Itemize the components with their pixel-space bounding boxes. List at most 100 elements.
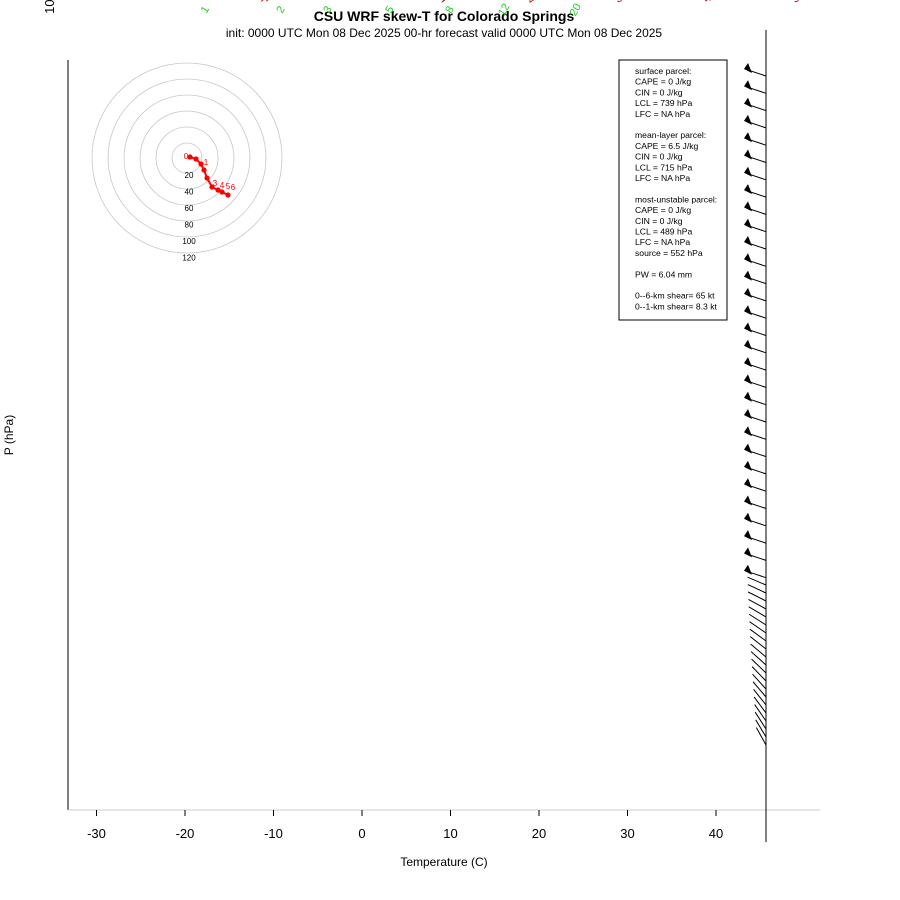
wind-barb-flag bbox=[744, 253, 752, 264]
hodograph-ring-label: 120 bbox=[182, 254, 196, 263]
wind-barb-flag bbox=[744, 218, 752, 229]
dry-adiabat-label: 30 bbox=[612, 0, 631, 6]
isotherm bbox=[528, 0, 900, 13]
wind-barb-flag bbox=[744, 166, 752, 177]
hodograph-point-label: 0 bbox=[184, 152, 189, 161]
wind-barb bbox=[750, 643, 767, 658]
hodograph-point-label: 3 bbox=[213, 179, 218, 188]
hodograph-point bbox=[219, 189, 225, 195]
hodograph-point bbox=[193, 156, 199, 162]
isotherm bbox=[882, 0, 900, 13]
mixing-ratio-label: 3 bbox=[321, 4, 334, 15]
wind-barb-flag bbox=[744, 409, 752, 419]
mixing-ratio-label: 1 bbox=[199, 4, 212, 15]
info-line: 0--6-km shear= 65 kt bbox=[635, 291, 715, 301]
wind-barb-flag bbox=[744, 512, 752, 523]
hodograph-point-label: 4 bbox=[220, 181, 225, 190]
hodograph-ring-label: 100 bbox=[182, 237, 196, 246]
wind-barb bbox=[750, 651, 767, 666]
dry-adiabat-label: 10 bbox=[435, 0, 454, 6]
wind-barb bbox=[752, 673, 767, 690]
wind-barb bbox=[749, 636, 767, 650]
wind-barb-flag bbox=[744, 495, 752, 506]
info-line: CAPE = 0 J/kg bbox=[635, 205, 691, 215]
wind-barb-flag bbox=[744, 322, 752, 333]
wind-barb-flag bbox=[744, 357, 752, 368]
isotherm bbox=[705, 0, 900, 13]
isotherm bbox=[0, 0, 73, 13]
info-line: 0--1-km shear= 8.3 kt bbox=[635, 301, 718, 311]
info-panel-box bbox=[618, 59, 728, 321]
hodograph-ring-label: 20 bbox=[185, 171, 194, 180]
x-axis-label: Temperature (C) bbox=[400, 855, 487, 869]
info-line: LCL = 739 hPa bbox=[635, 98, 692, 108]
wind-barb-flag bbox=[744, 80, 752, 91]
x-tick-label: -30 bbox=[87, 826, 106, 841]
chart-title: CSU WRF skew-T for Colorado Springs bbox=[314, 8, 575, 24]
hodograph-point bbox=[201, 167, 207, 173]
hodograph-ring bbox=[155, 126, 219, 190]
wind-barb bbox=[748, 606, 767, 618]
mixing-ratio-line bbox=[577, 0, 654, 13]
hodograph-ring-label: 60 bbox=[185, 204, 194, 213]
wind-barb-flag bbox=[744, 149, 752, 160]
hodograph-point bbox=[225, 192, 231, 198]
info-line: CIN = 0 J/kg bbox=[635, 87, 683, 97]
wind-barb bbox=[753, 696, 767, 714]
wind-barb bbox=[752, 681, 767, 698]
hodograph-ring bbox=[123, 94, 251, 222]
wind-barb-flag bbox=[744, 236, 752, 246]
dry-adiabat bbox=[0, 0, 206, 13]
hodograph-point bbox=[209, 184, 215, 190]
hodograph-point-label: 6 bbox=[231, 183, 236, 192]
x-tick-label: 30 bbox=[620, 826, 634, 841]
wind-barb bbox=[748, 613, 767, 626]
info-line: PW = 6.04 mm bbox=[635, 269, 692, 279]
wind-barb-flag bbox=[744, 201, 752, 212]
hodograph-point bbox=[198, 161, 204, 167]
hodograph-ring bbox=[171, 142, 203, 174]
wind-barb-flag bbox=[744, 305, 752, 316]
x-tick-label: 0 bbox=[358, 826, 365, 841]
wind-barb-flag bbox=[744, 63, 752, 73]
wind-barb-flag bbox=[744, 564, 752, 575]
info-line: most-unstable parcel: bbox=[635, 194, 717, 204]
hodograph-point bbox=[215, 187, 221, 193]
mixing-ratio-label: 8 bbox=[443, 4, 456, 15]
wind-barb bbox=[749, 621, 767, 634]
y-axis-label: P (hPa) bbox=[2, 415, 16, 455]
isotherm bbox=[0, 0, 161, 13]
wind-barbs bbox=[744, 30, 767, 842]
wind-barb-flag bbox=[744, 530, 752, 541]
hodograph-ring-label: 40 bbox=[185, 188, 194, 197]
hodograph-ring bbox=[139, 110, 235, 206]
hodograph-ring bbox=[107, 78, 267, 238]
info-line: mean-layer parcel: bbox=[635, 130, 706, 140]
isotherm bbox=[617, 0, 900, 13]
wind-barb-flag bbox=[744, 426, 752, 437]
info-line: surface parcel: bbox=[635, 66, 691, 76]
mixing-ratio-label: 5 bbox=[383, 4, 396, 15]
hodograph-point bbox=[204, 175, 210, 181]
wind-barb-flag bbox=[744, 374, 752, 385]
info-line: LCL = 715 hPa bbox=[635, 162, 692, 172]
hodograph-point-label: 5 bbox=[226, 182, 231, 191]
wind-barb-flag bbox=[744, 184, 752, 195]
dry-adiabat-label: 50 bbox=[789, 0, 808, 6]
wind-barb bbox=[749, 628, 767, 642]
wind-barb-flag bbox=[744, 478, 752, 489]
y-tick-label: 1000 bbox=[42, 0, 57, 14]
wind-barb bbox=[755, 719, 767, 738]
x-tick-label: 10 bbox=[443, 826, 457, 841]
wind-barb bbox=[754, 711, 767, 730]
hodograph-point bbox=[187, 154, 193, 160]
wind-barb-flag bbox=[744, 132, 752, 143]
info-line: CAPE = 0 J/kg bbox=[635, 77, 691, 87]
chart-subtitle: init: 0000 UTC Mon 08 Dec 2025 00-hr for… bbox=[226, 26, 663, 40]
x-tick-label: -10 bbox=[264, 826, 283, 841]
wind-barb bbox=[747, 584, 767, 594]
info-line: LFC = NA hPa bbox=[635, 173, 690, 183]
wind-barb-flag bbox=[744, 547, 752, 558]
wind-barb bbox=[754, 704, 767, 722]
dry-adiabat-label: 0 bbox=[349, 0, 363, 4]
